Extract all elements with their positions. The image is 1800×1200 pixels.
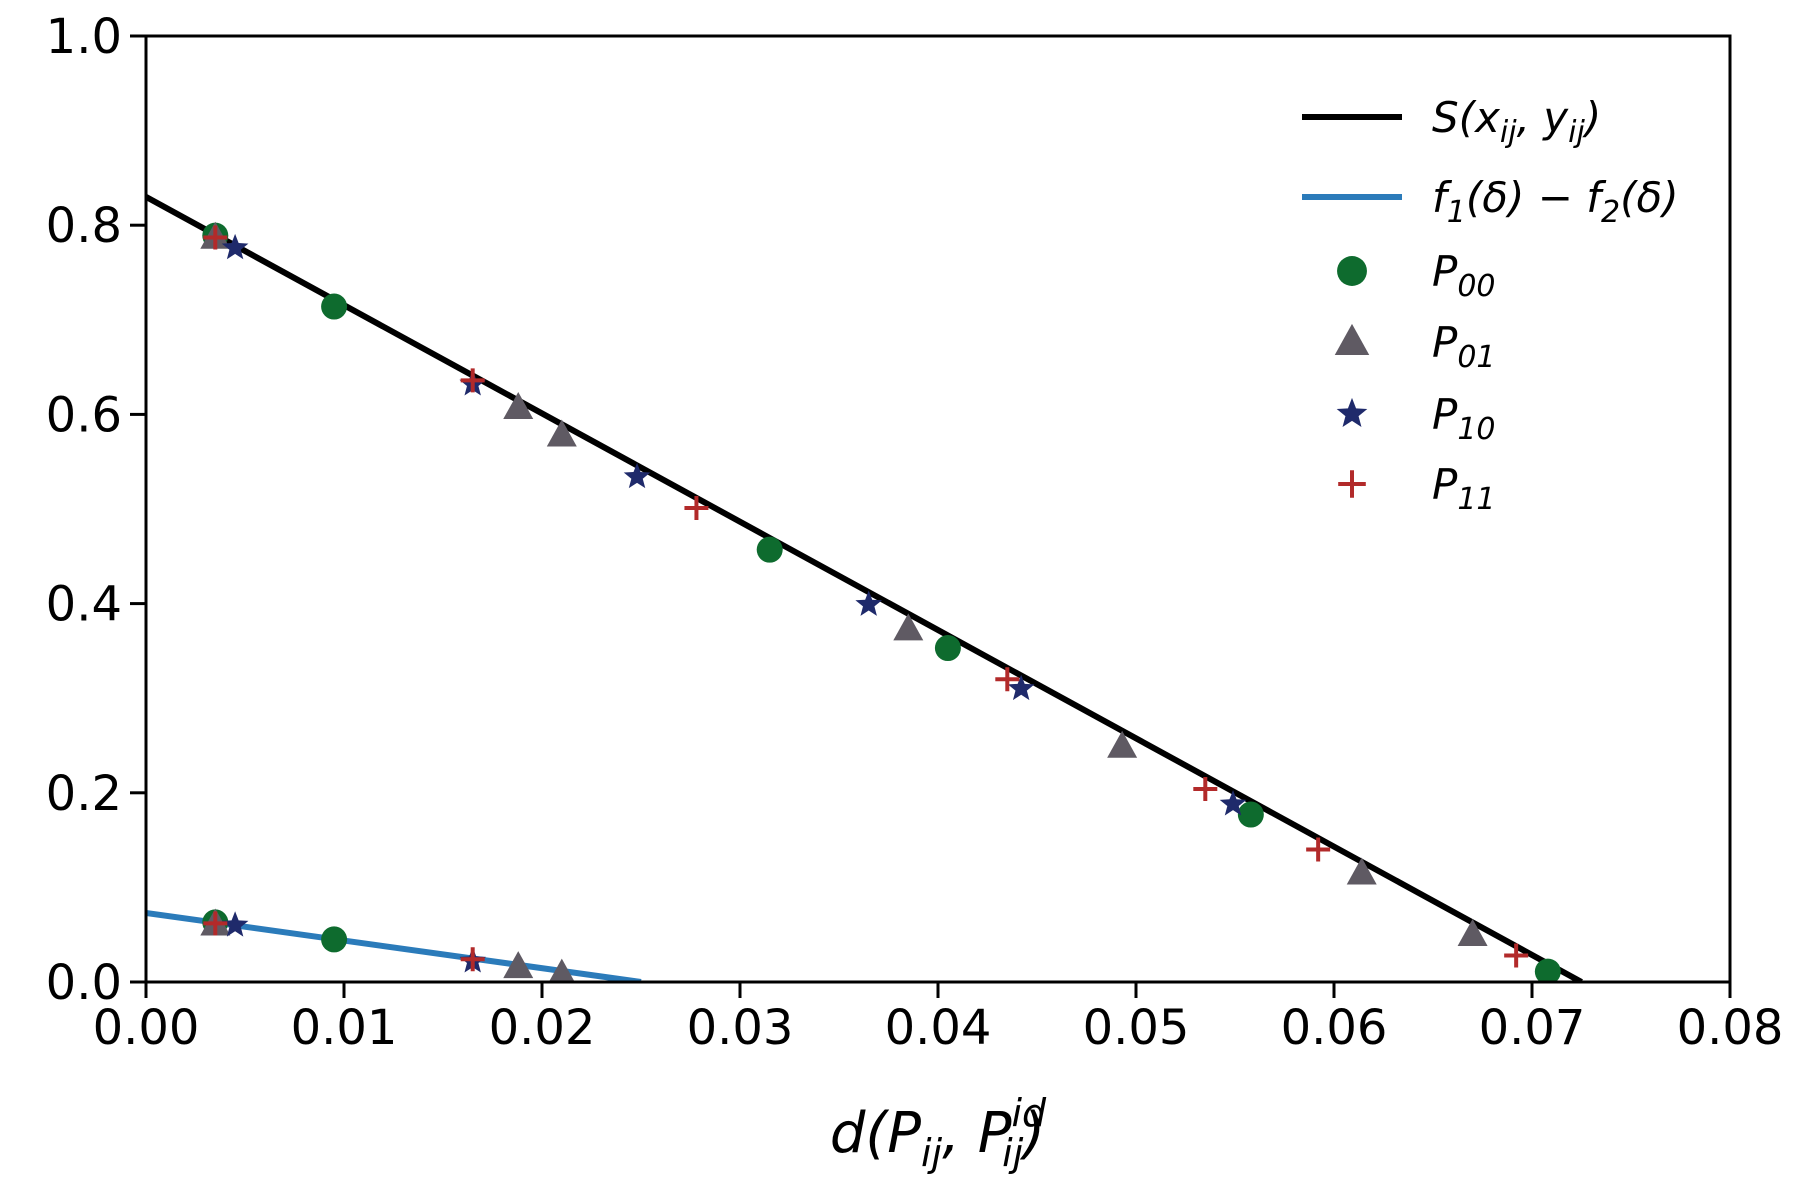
point-P00-3 <box>934 635 961 662</box>
point-P01-5 <box>1346 857 1377 885</box>
point-P11-1 <box>460 368 485 393</box>
point-P00-5 <box>1534 958 1561 982</box>
point-P11-8 <box>460 947 485 972</box>
point-P11-3 <box>995 667 1020 692</box>
point-P01-3 <box>893 613 924 641</box>
point-P11-6 <box>1504 943 1529 968</box>
y-tick-label: 0.2 <box>46 766 122 822</box>
point-P10-4 <box>1007 674 1035 701</box>
point-P00-2 <box>756 536 783 563</box>
legend-marker-P00 <box>1337 256 1367 286</box>
x-tick-label: 0.05 <box>1083 1000 1190 1056</box>
point-P00-7 <box>321 926 348 953</box>
axis-ticks: 0.00 0.01 0.02 0.03 0.04 0.05 0.06 0.07 0.08 0.0 0… <box>46 9 1784 1056</box>
legend: S(xij, yij) f1(δ) − f2(δ) P00 P01 P10 P1… <box>1302 93 1679 517</box>
legend-label-P10: P10 <box>1432 390 1496 447</box>
legend-label-P00: P00 <box>1432 247 1496 304</box>
legend-label-f: f1(δ) − f2(δ) <box>1432 173 1679 230</box>
y-tick-label: 1.0 <box>46 9 122 65</box>
point-P10-5 <box>1219 790 1247 816</box>
point-P11-0 <box>203 225 228 250</box>
series-P10 <box>221 233 1247 973</box>
point-P11-4 <box>1193 777 1218 802</box>
legend-marker-P11 <box>1338 470 1366 498</box>
x-tick-label: 0.02 <box>489 1000 596 1056</box>
y-tick-label: 0.0 <box>46 955 122 1011</box>
x-tick-label: 0.03 <box>687 1000 794 1056</box>
legend-marker-P01 <box>1334 323 1370 355</box>
x-tick-label: 0.04 <box>885 1000 992 1056</box>
y-tick-label: 0.6 <box>46 387 122 443</box>
point-P01-9 <box>548 958 575 982</box>
point-P00-4 <box>1237 801 1264 828</box>
point-P11-2 <box>684 496 709 521</box>
y-tick-label: 0.4 <box>46 577 122 633</box>
point-P01-8 <box>503 951 534 979</box>
series-P01 <box>200 221 1488 982</box>
x-axis-label: d(Pij, Pid ij) <box>830 1091 1047 1175</box>
point-P01-1 <box>503 392 534 420</box>
legend-label-P01: P01 <box>1432 318 1496 375</box>
legend-marker-P10 <box>1336 397 1368 428</box>
line-S <box>146 194 1583 982</box>
legend-label-P11: P11 <box>1432 460 1496 517</box>
point-P11-5 <box>1306 837 1331 862</box>
point-P01-6 <box>1457 918 1488 946</box>
x-tick-label: 0.06 <box>1281 1000 1388 1056</box>
x-tick-label: 0.00 <box>93 1000 200 1056</box>
y-tick-label: 0.8 <box>46 198 122 254</box>
point-P10-2 <box>623 462 651 489</box>
plot-area <box>146 194 1583 982</box>
point-P11-7 <box>203 911 228 936</box>
point-P10-3 <box>855 590 883 616</box>
point-P01-4 <box>1107 730 1138 758</box>
point-P00-1 <box>321 293 348 320</box>
x-tick-label: 0.07 <box>1479 1000 1586 1056</box>
series-P11 <box>203 225 1529 972</box>
x-tick-label: 0.01 <box>291 1000 398 1056</box>
point-P01-2 <box>546 419 577 447</box>
point-P10-0 <box>221 233 249 260</box>
legend-label-S: S(xij, yij) <box>1432 93 1601 150</box>
point-P10-6 <box>221 911 249 937</box>
x-tick-label: 0.08 <box>1677 1000 1784 1056</box>
